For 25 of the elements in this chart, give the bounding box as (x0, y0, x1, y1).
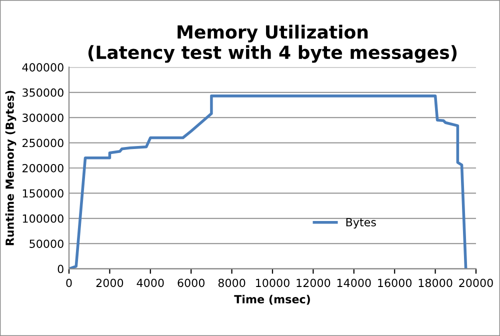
x-tick-label: 16000 (378, 278, 412, 288)
y-tick-label: 200000 (22, 164, 64, 172)
x-tick-label: 20000 (459, 278, 493, 288)
y-tick-label: 350000 (22, 88, 64, 97)
legend-label: Bytes (346, 218, 376, 229)
x-tick-label: 18000 (418, 278, 452, 288)
x-tick-label: 8000 (218, 278, 246, 288)
y-tick-label: 400000 (22, 63, 64, 72)
y-axis-title: Runtime Memory (Bytes) (5, 90, 16, 246)
x-tick-label: 0 (66, 278, 72, 288)
x-tick-label: 6000 (178, 278, 204, 288)
y-tick-label: 50000 (30, 240, 64, 248)
x-tick-label: 2000 (96, 278, 124, 288)
x-tick-label: 14000 (337, 278, 371, 288)
y-tick-label: 150000 (22, 189, 64, 198)
chart-title: Memory Utilization (Latency test with 4 byte messages) (88, 24, 457, 63)
x-tick-label: 12000 (296, 278, 330, 288)
y-tick-label: 250000 (22, 138, 64, 148)
line-series (69, 94, 468, 269)
y-tick-label: 0 (58, 264, 64, 274)
y-tick-label: 100000 (22, 214, 64, 223)
y-tick-label: 300000 (22, 114, 64, 122)
x-tick-label: 4000 (136, 278, 164, 288)
x-tick-label: 10000 (256, 278, 290, 288)
x-axis-title: Time (msec) (234, 294, 310, 305)
